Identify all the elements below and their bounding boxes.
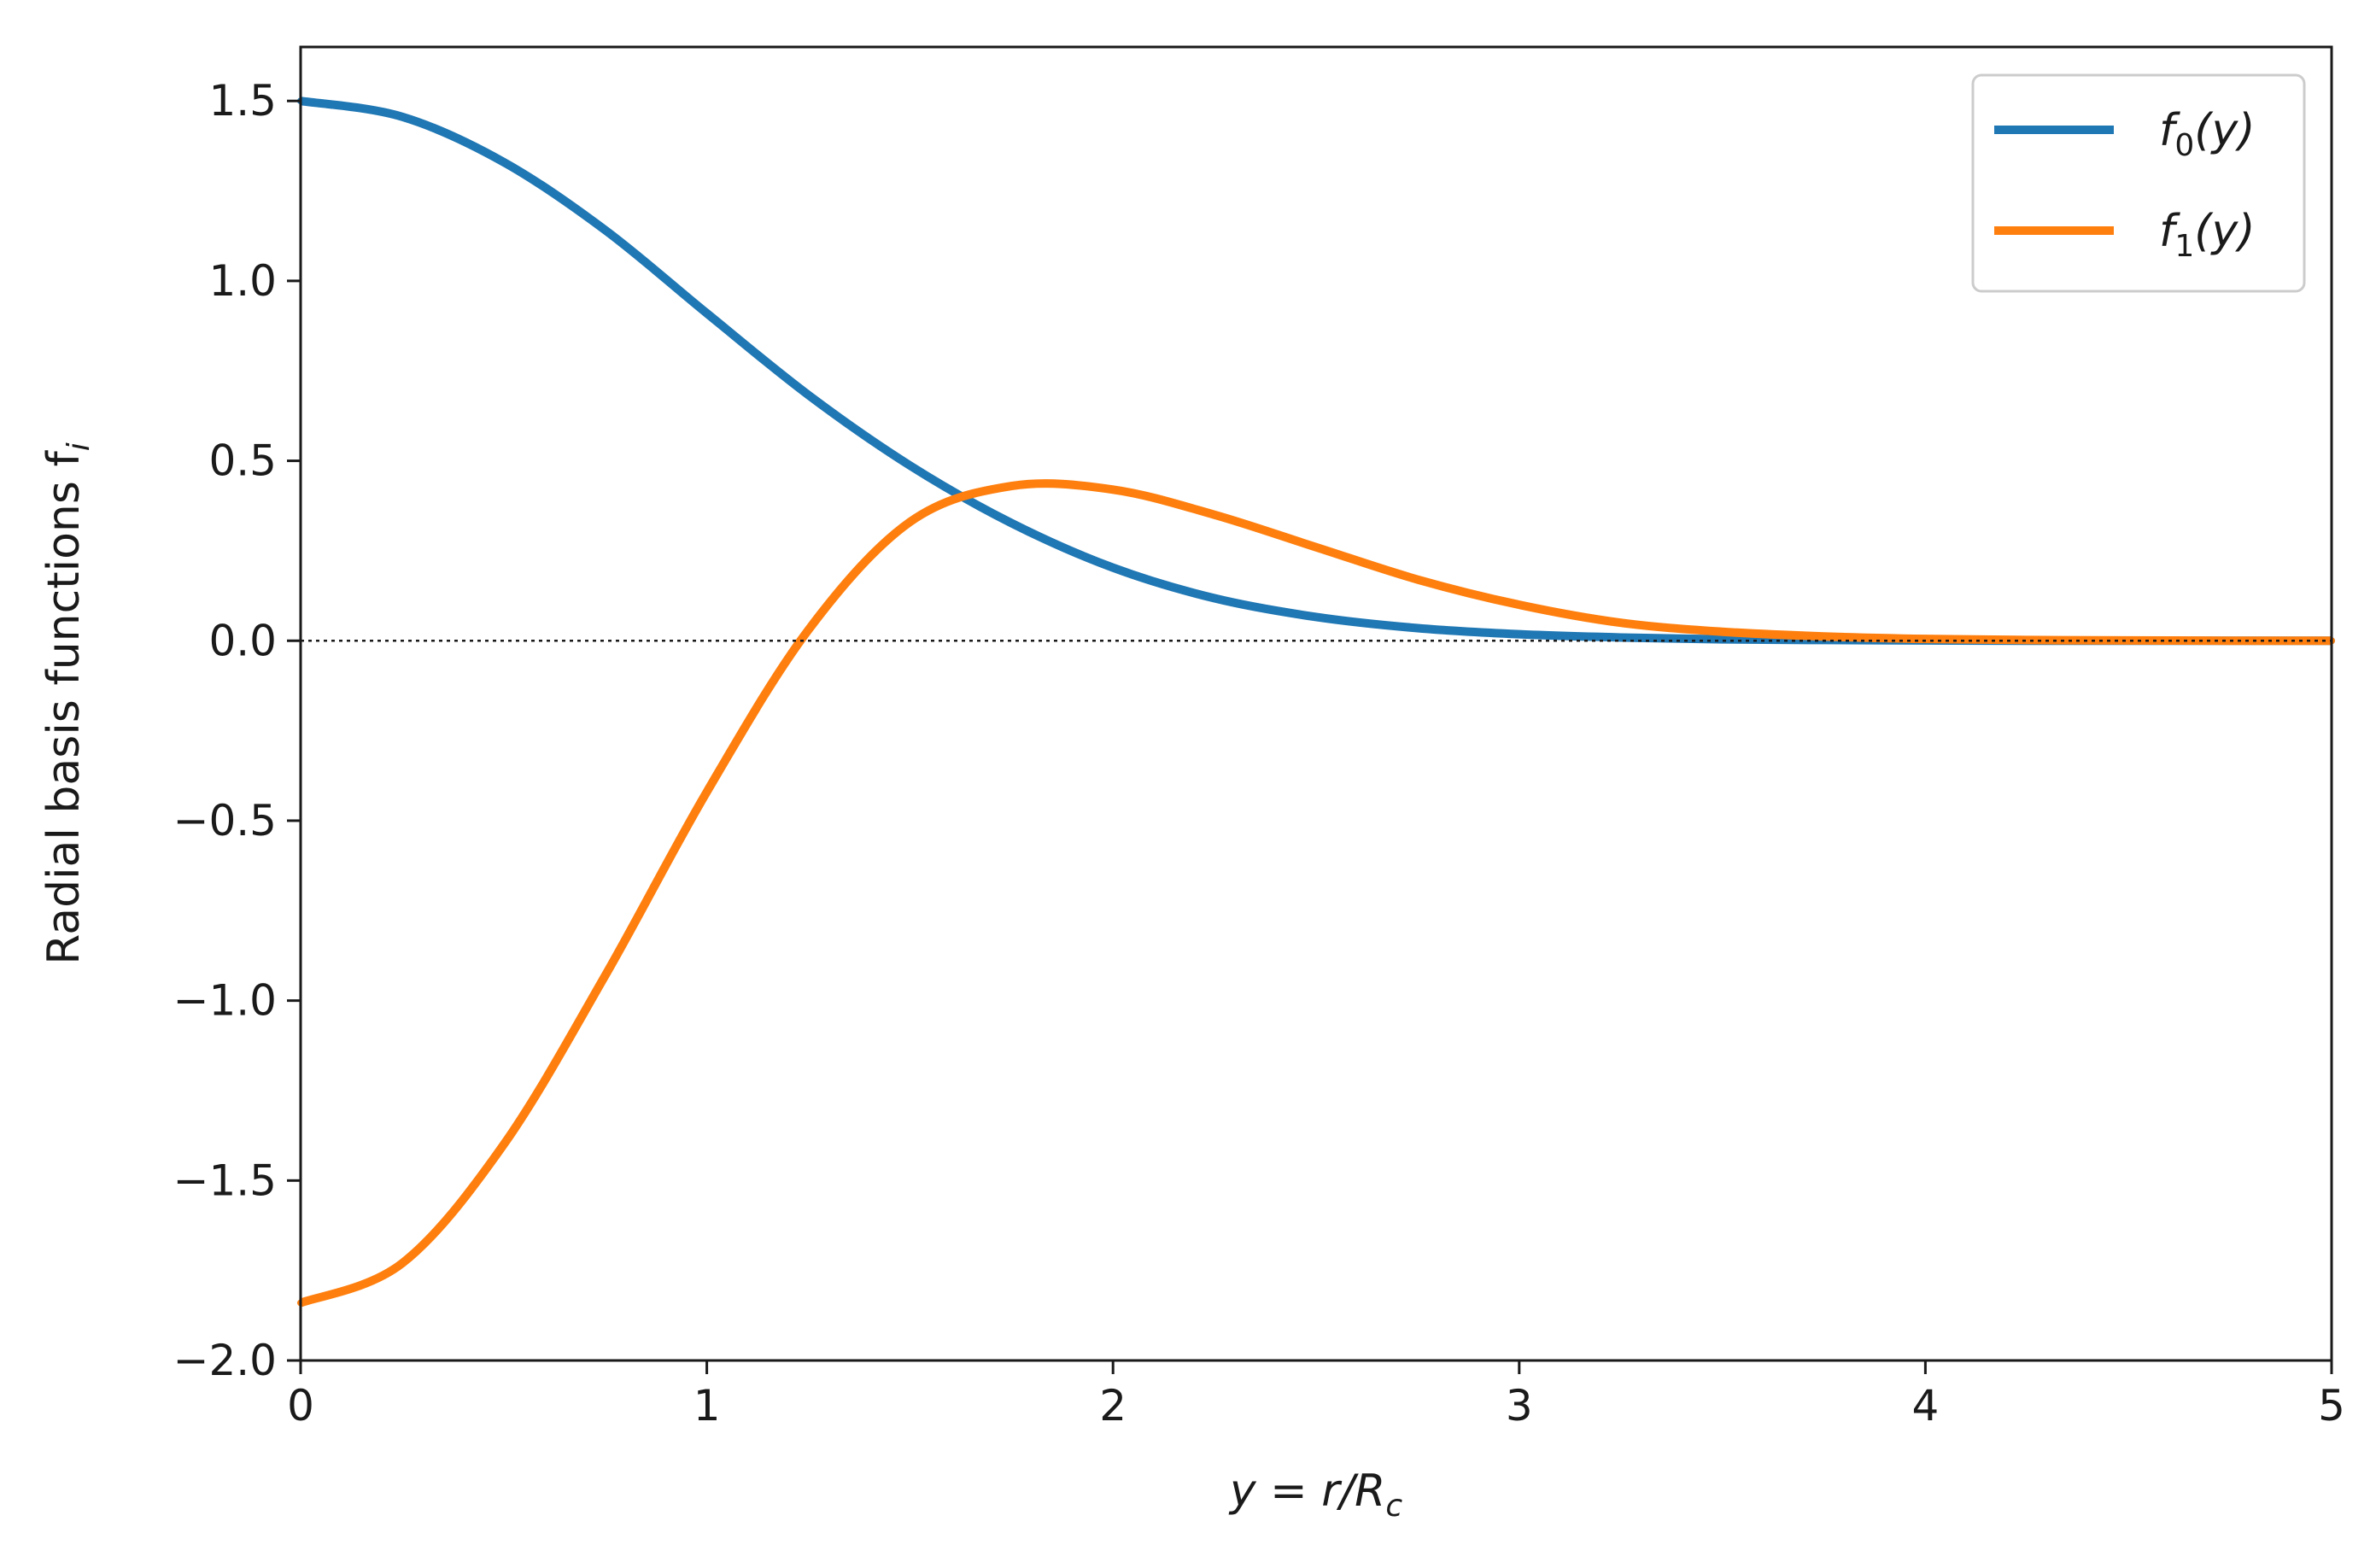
y-axis-label: Radial basis functions fi	[38, 442, 97, 965]
y-tick-label: 1.5	[208, 76, 277, 126]
series-point-f1	[1211, 511, 1219, 518]
series-point-f1	[1413, 576, 1421, 583]
y-axis: 1.5 1.0 0.5 0.0 −0.5 −1.0 −1.5 −2.0	[173, 76, 301, 1385]
series-point-f0	[398, 113, 406, 120]
series-point-f0	[703, 309, 711, 317]
y-tick-label: −2.0	[173, 1336, 277, 1385]
series-point-f0	[1515, 630, 1523, 638]
series-point-f0	[1617, 634, 1624, 641]
x-tick-label: 3	[1506, 1381, 1533, 1431]
y-tick-label: −1.5	[173, 1156, 277, 1205]
y-tick-label: 1.0	[208, 256, 277, 306]
series-point-f1	[1617, 619, 1624, 627]
series-point-f0	[805, 391, 812, 399]
series-point-f0	[1109, 564, 1117, 571]
y-tick-label: 0.0	[208, 616, 277, 665]
series-point-f0	[1008, 519, 1015, 527]
series-point-f0	[1413, 624, 1421, 632]
x-tick-label: 4	[1911, 1381, 1939, 1431]
series-point-f0	[500, 158, 507, 166]
series-point-f1	[1820, 633, 1828, 641]
series-point-f1	[906, 518, 914, 526]
series-line-f1	[299, 479, 2332, 1308]
legend-label-f0: f0(y)	[2159, 105, 2256, 163]
series-point-f1	[1313, 543, 1320, 551]
x-tick-label: 2	[1099, 1381, 1127, 1431]
series-point-f1	[398, 1260, 406, 1267]
series-point-f0	[601, 226, 609, 234]
series-point-f0	[1313, 613, 1320, 621]
series-point-f1	[2125, 636, 2133, 644]
legend: f0(y) f1(y)	[1971, 73, 2306, 293]
series-point-f1	[1718, 628, 1726, 635]
x-axis-label: y = r/Rc	[1228, 1466, 1402, 1524]
x-tick-label: 1	[693, 1381, 721, 1431]
series-point-f1	[703, 788, 711, 796]
x-tick-label: 0	[287, 1381, 314, 1431]
series-point-f1	[500, 1141, 507, 1149]
x-tick-label: 5	[2318, 1381, 2345, 1431]
series-point-f1	[1008, 483, 1015, 490]
plot-frame	[299, 45, 2333, 1362]
y-tick-label: −1.0	[173, 976, 277, 1026]
x-axis: 0 1 2 3 4 5	[287, 1360, 2345, 1431]
series-point-f1	[805, 626, 812, 634]
series-point-f0	[906, 462, 914, 470]
series-layer	[297, 97, 2335, 1308]
series-point-f1	[1109, 486, 1117, 494]
series-point-f1	[1515, 601, 1523, 609]
y-tick-label: −0.5	[173, 796, 277, 845]
legend-label-f1: f1(y)	[2159, 206, 2256, 264]
series-point-f1	[601, 972, 609, 980]
series-point-f0	[1211, 594, 1219, 602]
y-tick-label: 0.5	[208, 436, 277, 486]
